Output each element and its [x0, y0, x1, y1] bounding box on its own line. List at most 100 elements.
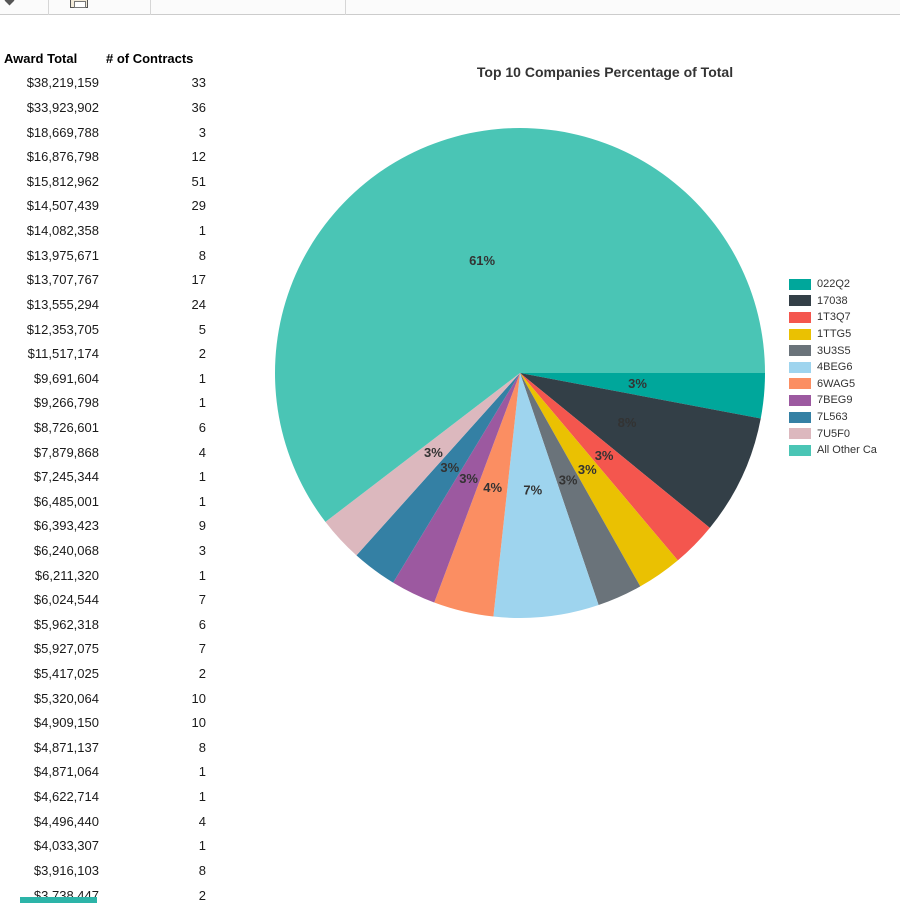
legend-swatch [789, 295, 811, 307]
award-total-cell: $7,879,868 [33, 444, 99, 460]
num-contracts-cell: 51 [191, 173, 206, 189]
num-contracts-cell: 8 [198, 247, 206, 263]
award-total-cell: $33,923,902 [26, 100, 99, 116]
column-header-num-contracts[interactable]: # of Contracts [106, 50, 194, 66]
legend-label: 022Q2 [817, 278, 851, 291]
table-row: $14,082,358 1 [4, 218, 210, 243]
pie-slice-All Other Ca[interactable] [274, 127, 765, 522]
legend-item-7L563[interactable]: 7L563 [789, 409, 900, 426]
num-contracts-cell: 1 [198, 789, 206, 805]
award-total-cell: $9,266,798 [33, 395, 99, 411]
award-total-cell: $13,975,671 [26, 247, 99, 263]
num-contracts-cell: 36 [191, 100, 206, 116]
award-total-cell: $6,485,001 [33, 493, 99, 509]
num-contracts-cell: 3 [198, 124, 206, 140]
table-row: $13,707,767 17 [4, 267, 210, 292]
legend-swatch [789, 428, 811, 440]
num-contracts-cell: 2 [198, 887, 206, 903]
legend-item-1TTG5[interactable]: 1TTG5 [789, 326, 900, 343]
pie-slice-6WAG5[interactable] [434, 373, 520, 617]
num-contracts-cell: 1 [198, 764, 206, 780]
num-contracts-cell: 6 [198, 419, 206, 435]
award-total-cell: $6,240,068 [33, 542, 99, 558]
legend-item-6WAG5[interactable]: 6WAG5 [789, 376, 900, 393]
table-row: $9,691,604 1 [4, 366, 210, 391]
legend-label: 6WAG5 [817, 377, 856, 390]
legend-swatch [789, 311, 811, 323]
table-row: $6,211,320 1 [4, 563, 210, 588]
legend-label: 1TTG5 [817, 328, 852, 341]
table-row: $5,927,075 7 [4, 637, 210, 662]
pie-legend: 022Q2 17038 1T3Q7 1TTG5 3U3S5 4BEG6 6WAG5 7BEG9… [789, 276, 900, 459]
legend-item-3U3S5[interactable]: 3U3S5 [789, 342, 900, 359]
column-header-award-total[interactable]: Award Total [4, 50, 78, 66]
num-contracts-cell: 2 [198, 666, 206, 682]
award-total-cell: $14,507,439 [26, 198, 99, 214]
pie-slice-1T3Q7[interactable] [520, 373, 710, 561]
award-total-cell: $5,962,318 [33, 616, 99, 632]
table-row: $4,871,064 1 [4, 760, 210, 785]
table-row: $15,812,962 51 [4, 169, 210, 194]
pie-slice-label-All Other Ca: 61% [469, 253, 495, 268]
table-row: $33,923,902 36 [4, 95, 210, 120]
num-contracts-cell: 10 [191, 690, 206, 706]
award-total-cell: $14,082,358 [26, 223, 99, 239]
legend-item-7U5F0[interactable]: 7U5F0 [789, 425, 900, 442]
table-row: $4,033,307 1 [4, 834, 210, 859]
legend-item-022Q2[interactable]: 022Q2 [789, 276, 900, 293]
num-contracts-cell: 1 [198, 223, 206, 239]
pie-slice-label-022Q2: 3% [628, 376, 647, 391]
pie-slice-label-6WAG5: 4% [483, 480, 502, 495]
num-contracts-cell: 8 [198, 862, 206, 878]
award-total-cell: $12,353,705 [26, 321, 99, 337]
award-total-cell: $5,320,064 [33, 690, 99, 706]
legend-swatch [789, 345, 811, 357]
table-row: $13,975,671 8 [4, 243, 210, 268]
award-total-cell: $4,871,064 [33, 764, 99, 780]
num-contracts-cell: 24 [191, 296, 206, 312]
num-contracts-cell: 1 [198, 838, 206, 854]
num-contracts-cell: 1 [198, 469, 206, 485]
pie-slice-label-1T3Q7: 3% [595, 448, 614, 463]
num-contracts-cell: 5 [198, 321, 206, 337]
pie-slice-7U5F0[interactable] [325, 373, 520, 556]
pie-slice-022Q2[interactable] [520, 373, 765, 419]
num-contracts-cell: 7 [198, 592, 206, 608]
pie-slice-1TTG5[interactable] [520, 373, 678, 587]
table-row: $11,517,174 2 [4, 341, 210, 366]
table-row: $5,962,318 6 [4, 612, 210, 637]
num-contracts-cell: 9 [198, 518, 206, 534]
table-row: $38,219,159 33 [4, 71, 210, 96]
table-row: $16,876,798 12 [4, 144, 210, 169]
pie-slice-7BEG9[interactable] [393, 373, 520, 603]
legend-item-4BEG6[interactable]: 4BEG6 [789, 359, 900, 376]
award-total-cell: $4,033,307 [33, 838, 99, 854]
pie-slice-7L563[interactable] [356, 373, 520, 583]
pie-slice-label-1TTG5: 3% [578, 462, 597, 477]
pie-slice-label-17038: 8% [618, 415, 637, 430]
award-total-cell: $9,691,604 [33, 370, 99, 386]
award-total-cell: $15,812,962 [26, 173, 99, 189]
table-row: $6,024,544 7 [4, 587, 210, 612]
legend-item-All Other Ca[interactable]: All Other Ca [789, 442, 900, 459]
pie-slice-4BEG6[interactable] [493, 373, 599, 619]
legend-item-17038[interactable]: 17038 [789, 293, 900, 310]
num-contracts-cell: 4 [198, 444, 206, 460]
num-contracts-cell: 10 [191, 715, 206, 731]
legend-label: 17038 [817, 294, 848, 307]
legend-swatch [789, 378, 811, 390]
award-total-cell: $4,871,137 [33, 739, 99, 755]
award-total-cell: $38,219,159 [26, 75, 99, 91]
toolbar [0, 0, 900, 15]
legend-item-1T3Q7[interactable]: 1T3Q7 [789, 309, 900, 326]
legend-swatch [789, 328, 811, 340]
legend-item-7BEG9[interactable]: 7BEG9 [789, 392, 900, 409]
pie-slice-3U3S5[interactable] [520, 373, 641, 606]
award-total-cell: $5,927,075 [33, 641, 99, 657]
print-icon[interactable] [70, 0, 88, 8]
table-row: $5,320,064 10 [4, 686, 210, 711]
pie-slice-17038[interactable] [520, 373, 761, 528]
num-contracts-cell: 1 [198, 493, 206, 509]
legend-label: 3U3S5 [817, 344, 851, 357]
